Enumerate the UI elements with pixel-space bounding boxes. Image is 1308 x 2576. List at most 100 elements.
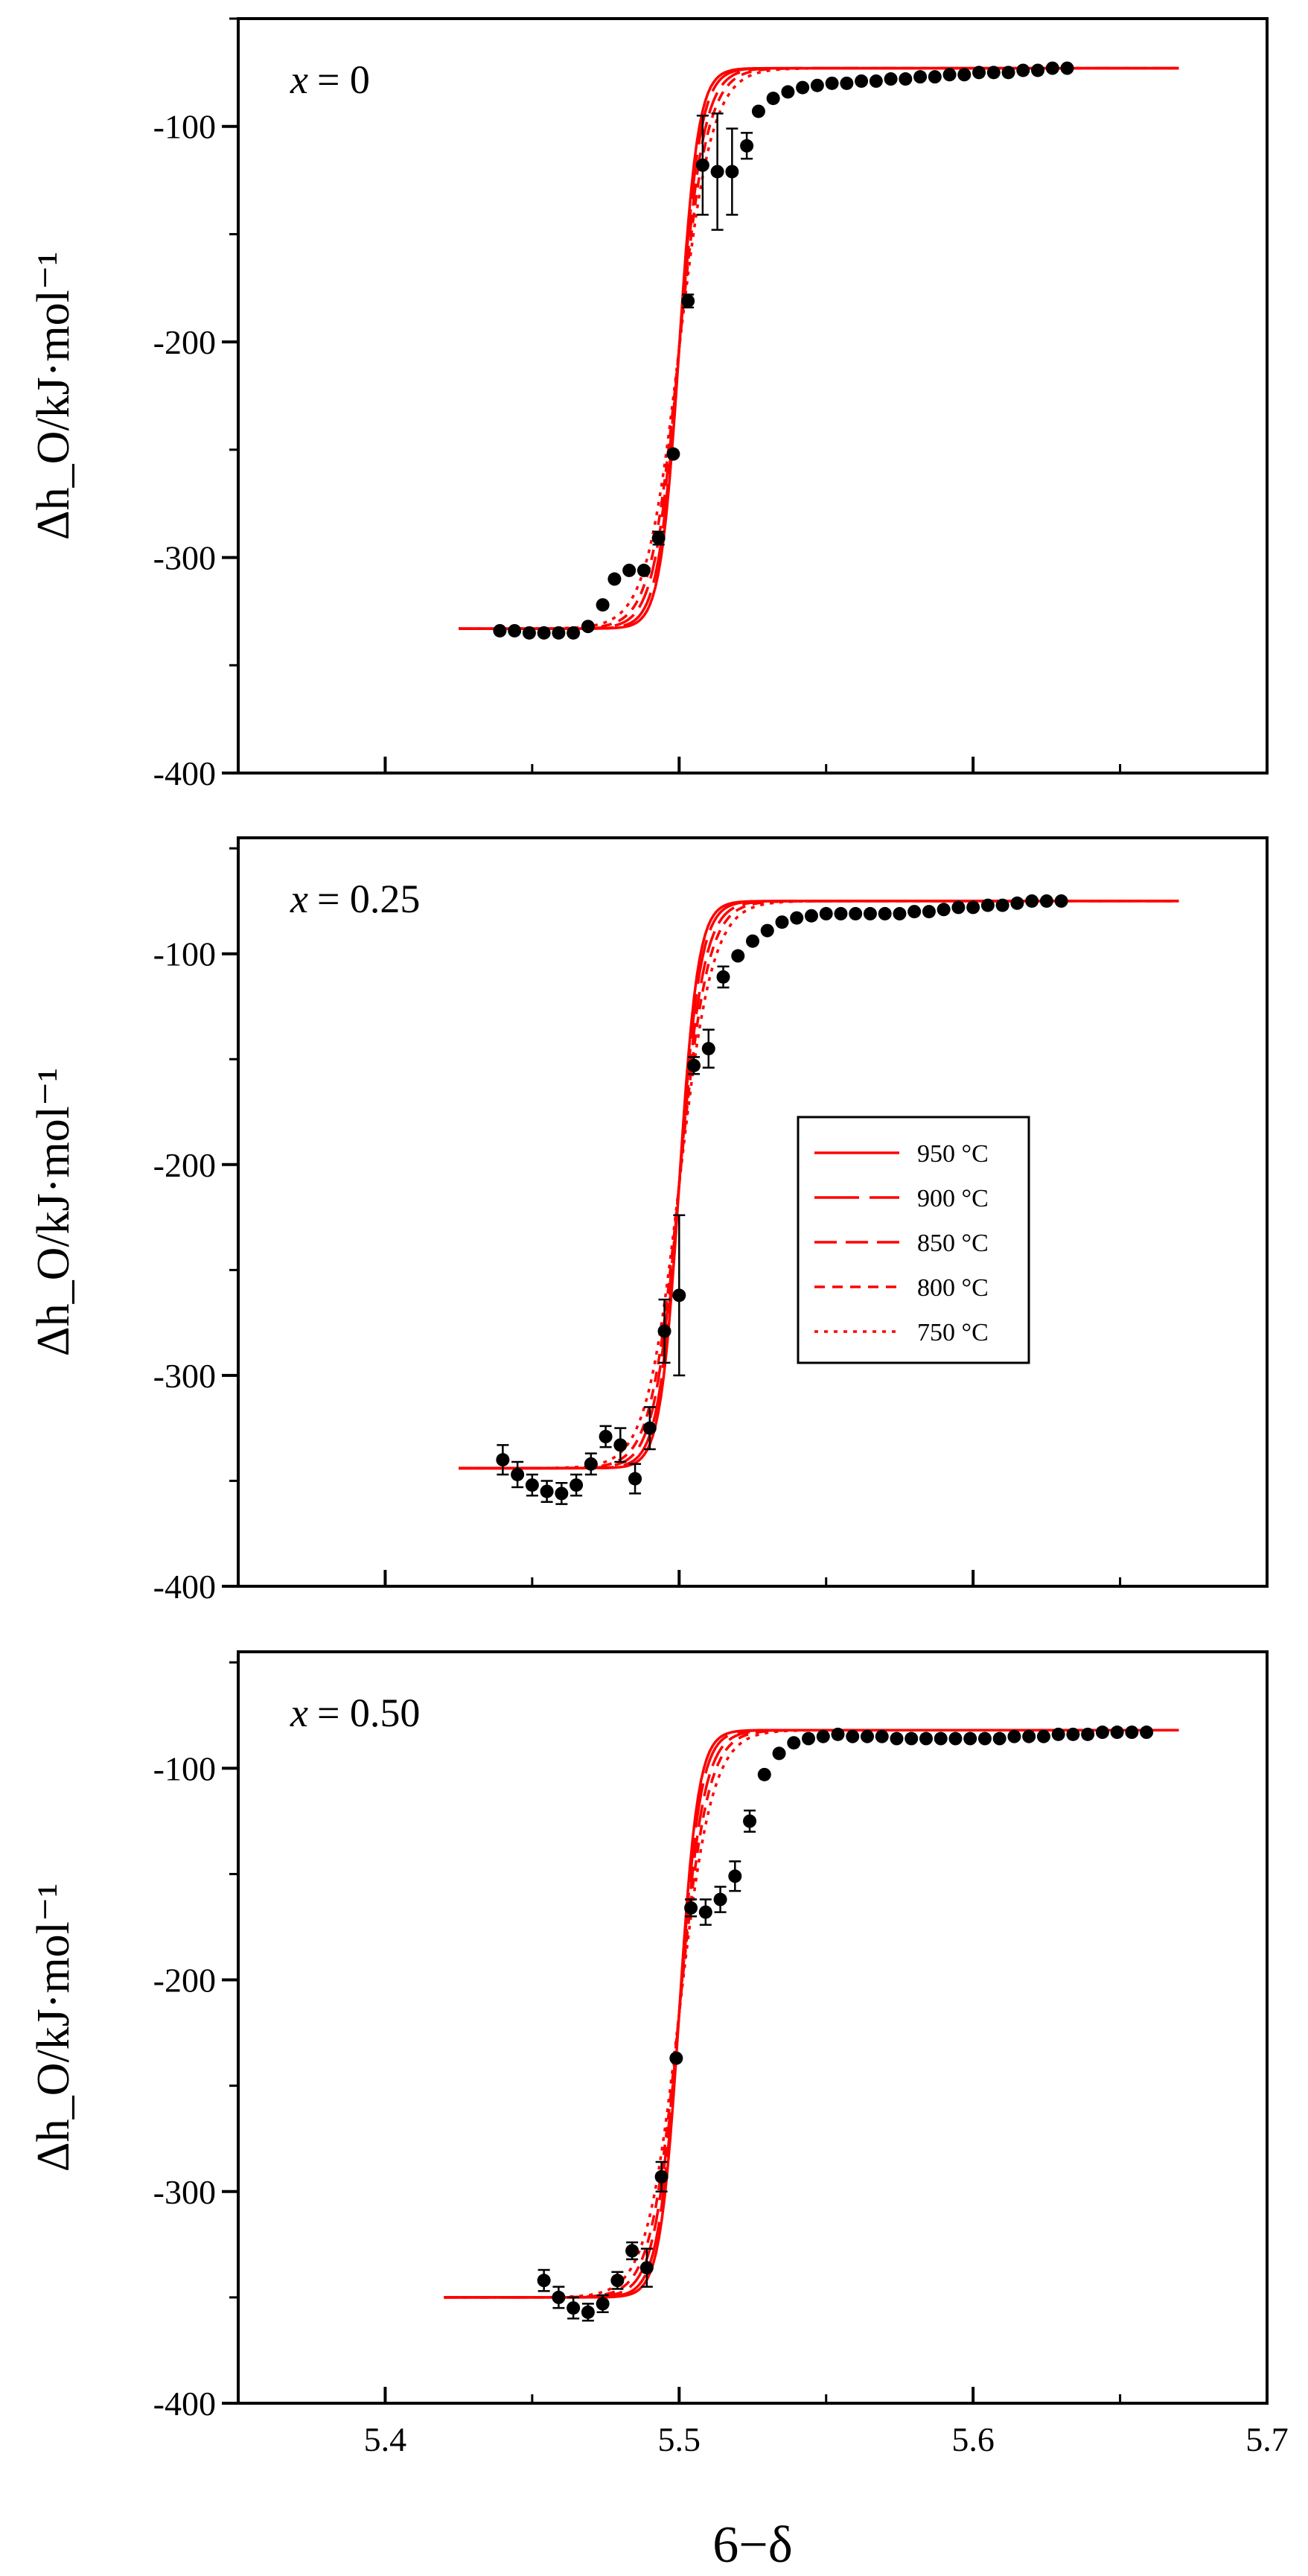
data-point [977,1731,992,1746]
data-point [496,1453,510,1467]
data-point [1039,894,1053,908]
model-curve-900C [459,66,1179,630]
data-point [934,1731,948,1746]
data-point [802,1731,816,1746]
data-point [834,906,848,920]
data-point [804,909,818,923]
data-point [511,1467,525,1481]
data-point [766,92,780,106]
data-point [1095,1726,1109,1740]
data-point [731,949,745,963]
model-curve-850C [444,1729,1179,2299]
data-point [757,1767,771,1781]
plot-frame [237,1650,1269,2405]
data-point [654,2169,669,2184]
data-point [831,1727,845,1741]
y-tick-label: -200 [153,1146,216,1184]
data-point [1140,1726,1154,1740]
data-point [840,76,854,90]
data-point [869,74,883,88]
x-axis-label: 6−δ [712,2516,792,2574]
data-point [875,1729,889,1743]
model-curve-850C [459,66,1179,630]
data-point [819,906,833,920]
panel-title: x = 0.50 [290,1691,420,1735]
x-tick-label: 5.7 [1245,2420,1289,2458]
legend-label: 850 °C [917,1230,989,1257]
model-curve-750C [459,66,1179,630]
data-point [639,2261,654,2275]
data-point [669,2051,683,2065]
data-point [746,934,759,948]
data-point [957,68,972,82]
data-point [525,1478,539,1492]
y-tick-label: -200 [153,1962,216,2000]
panel-title-value: = 0.50 [317,1691,420,1735]
data-point [963,1731,977,1746]
data-point [537,626,551,640]
data-point [622,563,637,577]
y-tick-label: -300 [153,2173,216,2211]
data-point [855,74,869,88]
data-point [1045,61,1059,75]
data-point [1054,894,1068,908]
data-point [951,900,966,915]
data-point [787,1736,801,1750]
data-point [1110,1726,1124,1740]
plot-frame [237,836,1269,1588]
data-point [552,2290,566,2304]
data-point [716,970,730,984]
data-point [567,626,581,640]
panel-title-variable: x [290,57,308,102]
data-point [919,1731,933,1746]
data-point [695,158,709,172]
model-curve-900C [444,1729,1179,2299]
data-point [1081,1727,1095,1741]
data-point [860,1729,874,1743]
y-tick-label: -200 [153,323,216,361]
y-tick-label: -400 [153,1568,216,1606]
model-curve-800C [459,66,1179,630]
data-point [1036,1729,1050,1743]
data-point [948,1731,963,1746]
data-point [493,623,507,637]
data-point [995,898,1009,912]
model-curve-750C [459,900,1179,1470]
data-point [922,905,936,919]
data-point [796,80,810,95]
data-point [725,165,739,179]
data-point [986,66,1001,80]
y-tick-label: -400 [153,754,216,792]
x-tick-label: 5.4 [364,2420,407,2458]
data-point [637,563,651,577]
data-point [596,2297,610,2311]
y-tick-label: -100 [153,935,216,973]
data-point [666,447,680,461]
panel-title-variable: x [290,1691,308,1735]
data-point [913,70,928,84]
data-point [980,898,995,912]
data-point [928,70,942,84]
data-point [790,911,804,925]
data-point [681,294,695,308]
y-tick-label: -400 [153,2385,216,2423]
data-point [701,1042,715,1056]
panel-1: -100 -200 -300 -400 Δh_O/kJ·mol⁻¹ x = 0 [28,17,1269,792]
data-point [878,906,892,920]
data-point [849,906,863,920]
panel-2: -100 -200 -300 -400 Δh_O/kJ·mol⁻¹ x = 0.25 950 … [28,836,1269,1606]
data-point [899,72,913,86]
model-curve-950C [444,1729,1179,2299]
y-axis-label: Δh_O/kJ·mol⁻¹ [28,252,79,540]
model-curve-950C [459,66,1179,630]
data-point [810,78,824,92]
data-point [625,2244,639,2258]
data-point [687,1058,701,1072]
data-point [672,1288,686,1303]
model-curve-750C [444,1729,1179,2299]
legend: 950 °C 900 °C 850 °C 800 °C 750 °C [797,1116,1030,1364]
data-point [1022,1729,1036,1743]
data-point [613,1438,628,1452]
data-point [1066,1727,1080,1741]
data-point [552,626,566,640]
